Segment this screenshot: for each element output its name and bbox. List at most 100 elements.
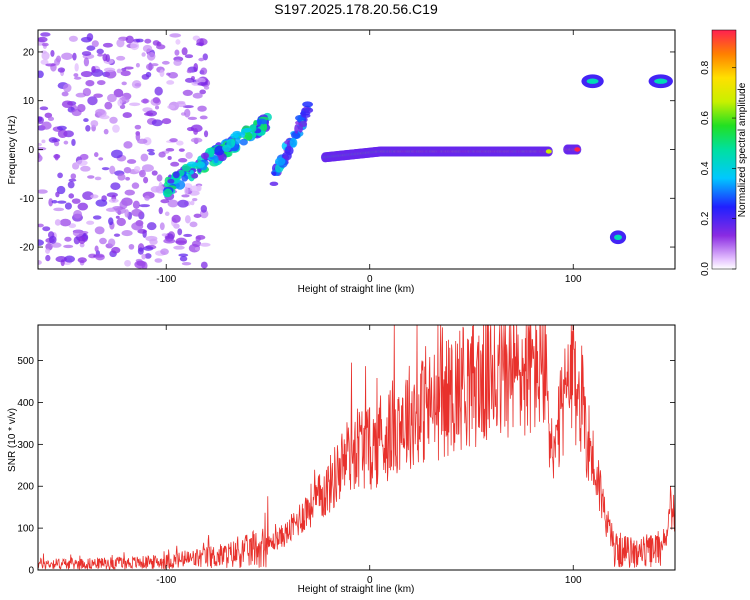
spectrogram-cell bbox=[121, 81, 127, 86]
spectrogram-cell bbox=[146, 222, 157, 231]
spectrogram-cell bbox=[269, 181, 279, 187]
spectrogram-cell bbox=[73, 73, 79, 78]
spectrogram-cell bbox=[61, 91, 69, 97]
spectrogram-cell bbox=[195, 235, 201, 242]
spectrogram-cell bbox=[95, 199, 108, 207]
spectrogram-cell bbox=[243, 127, 252, 132]
spectrogram-cell bbox=[145, 63, 154, 71]
spectrogram-cell bbox=[173, 59, 182, 66]
spectrogram-cell bbox=[95, 253, 105, 261]
colorbar-tick-label: 0.2 bbox=[700, 211, 711, 225]
spectrogram-cell bbox=[199, 242, 211, 247]
spectrogram-cell bbox=[79, 242, 85, 248]
spectrogram-cell bbox=[143, 245, 154, 251]
spectrogram-cell bbox=[53, 207, 65, 212]
spectrogram-cell bbox=[151, 170, 158, 176]
spectrogram-cell bbox=[113, 88, 124, 98]
spectrogram-cell bbox=[124, 189, 135, 196]
spectrogram-cell bbox=[175, 102, 187, 108]
spectrogram-cell bbox=[86, 33, 94, 41]
spectrogram-cell bbox=[203, 85, 210, 90]
y-tick-label: 300 bbox=[17, 440, 34, 451]
spectrogram-cell bbox=[166, 80, 175, 85]
spectrogram-cell bbox=[42, 226, 51, 232]
spectrogram-cell bbox=[85, 125, 91, 132]
figure-title: S197.2025.178.20.56.C19 bbox=[274, 1, 438, 17]
y-tick-label: 500 bbox=[17, 356, 34, 367]
spectrogram-cell bbox=[38, 260, 42, 265]
spectrogram-cell bbox=[44, 112, 53, 119]
spectrogram-cell bbox=[141, 261, 148, 269]
spectrogram-cell bbox=[45, 254, 51, 262]
spectrogram-cell bbox=[116, 55, 126, 61]
spectrogram-cell bbox=[181, 47, 188, 56]
x-tick-label: 100 bbox=[565, 575, 582, 586]
spectrogram-cell bbox=[235, 137, 241, 145]
spectrogram-cell bbox=[68, 178, 77, 182]
spectrogram-cell bbox=[192, 197, 198, 202]
spectrogram-cell bbox=[135, 62, 140, 68]
spectrogram-cell bbox=[175, 39, 181, 45]
spectrogram-cell bbox=[141, 164, 154, 172]
colorbar-tick-label: 0.6 bbox=[700, 111, 711, 125]
spectrogram-cell bbox=[77, 103, 86, 113]
spectrogram-cell bbox=[107, 93, 117, 103]
y-tick-label: 10 bbox=[23, 96, 35, 107]
snr-y-label: SNR (10 * v/v) bbox=[7, 408, 18, 472]
spectrogram-cell bbox=[154, 86, 163, 96]
spectrogram-cell bbox=[128, 102, 141, 107]
spectrogram-cell bbox=[47, 116, 55, 122]
spectrogram-cell bbox=[38, 189, 48, 194]
spectrogram-cell bbox=[38, 36, 48, 43]
spectrogram-cell bbox=[143, 112, 154, 116]
spectrogram-feature bbox=[609, 230, 627, 245]
spectrogram-cell bbox=[68, 223, 77, 229]
spectrogram-cell bbox=[161, 118, 172, 125]
spectrogram-cell bbox=[176, 140, 184, 146]
spectrogram-cell bbox=[64, 255, 75, 263]
spectrogram-feature bbox=[581, 74, 604, 89]
spectrogram-x-label: Height of straight line (km) bbox=[298, 284, 415, 295]
spectrogram-cell bbox=[184, 186, 189, 196]
spectrogram-cell bbox=[57, 172, 63, 179]
spectrogram-cell bbox=[72, 52, 77, 61]
x-tick-label: 100 bbox=[565, 274, 582, 285]
spectrogram-cell bbox=[102, 42, 113, 48]
spectrogram-cell bbox=[143, 176, 149, 184]
spectrogram-cell bbox=[202, 53, 208, 61]
colorbar: 0.0 0.2 0.4 0.6 0.8 Normalized spectral ampl… bbox=[700, 29, 748, 276]
spectrogram-cell bbox=[163, 188, 173, 198]
snr-x-ticks: -100 0 100 bbox=[156, 325, 582, 586]
spectrogram-cell bbox=[83, 118, 89, 123]
spectrogram-cell bbox=[87, 175, 95, 179]
spectrogram-cell bbox=[175, 237, 188, 246]
spectrogram-cell bbox=[130, 41, 140, 51]
spectrogram-cell bbox=[181, 194, 190, 198]
spectrogram-cell bbox=[117, 173, 126, 181]
spectrogram-cell bbox=[174, 49, 180, 56]
spectrogram-cell bbox=[177, 228, 183, 236]
spectrogram-cell bbox=[545, 149, 552, 154]
spectrogram-cell bbox=[107, 207, 115, 212]
spectrogram-feature bbox=[320, 146, 553, 163]
spectrogram-cell bbox=[99, 237, 107, 245]
snr-marks bbox=[38, 325, 675, 570]
spectrogram-cell bbox=[78, 236, 86, 244]
spectrogram-cell bbox=[51, 138, 60, 143]
spectrogram-cell bbox=[144, 38, 152, 44]
spectrogram-cell bbox=[192, 92, 203, 99]
spectrogram-cell bbox=[108, 238, 116, 247]
spectrogram-cell bbox=[132, 200, 140, 210]
x-tick-label: 0 bbox=[367, 575, 373, 586]
spectrogram-cell bbox=[124, 209, 130, 218]
spectrogram-cell bbox=[116, 68, 122, 74]
spectrogram-y-label: Frequency (Hz) bbox=[7, 116, 18, 185]
spectrogram-cell bbox=[152, 97, 161, 104]
spectrogram-cell bbox=[177, 158, 188, 163]
spectrogram-cell bbox=[163, 238, 176, 244]
spectrogram-cell bbox=[303, 107, 314, 114]
spectrogram-cell bbox=[183, 233, 193, 237]
spectrogram-cell bbox=[189, 221, 198, 228]
y-tick-label: -10 bbox=[20, 194, 35, 205]
spectrogram-cell bbox=[159, 69, 165, 77]
